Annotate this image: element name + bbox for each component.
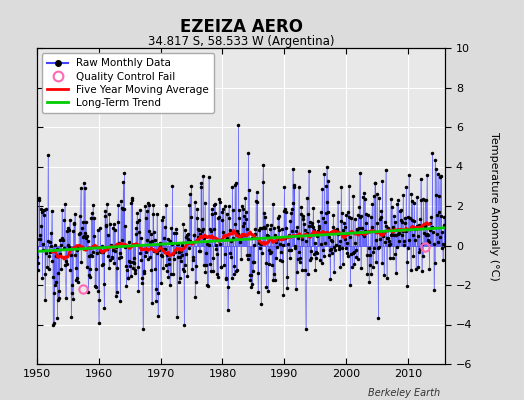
Text: EZEIZA AERO: EZEIZA AERO <box>180 18 302 36</box>
Y-axis label: Temperature Anomaly (°C): Temperature Anomaly (°C) <box>489 132 499 280</box>
Title: 34.817 S, 58.533 W (Argentina): 34.817 S, 58.533 W (Argentina) <box>148 35 334 48</box>
Text: Berkeley Earth: Berkeley Earth <box>368 388 440 398</box>
Legend: Raw Monthly Data, Quality Control Fail, Five Year Moving Average, Long-Term Tren: Raw Monthly Data, Quality Control Fail, … <box>42 53 214 113</box>
